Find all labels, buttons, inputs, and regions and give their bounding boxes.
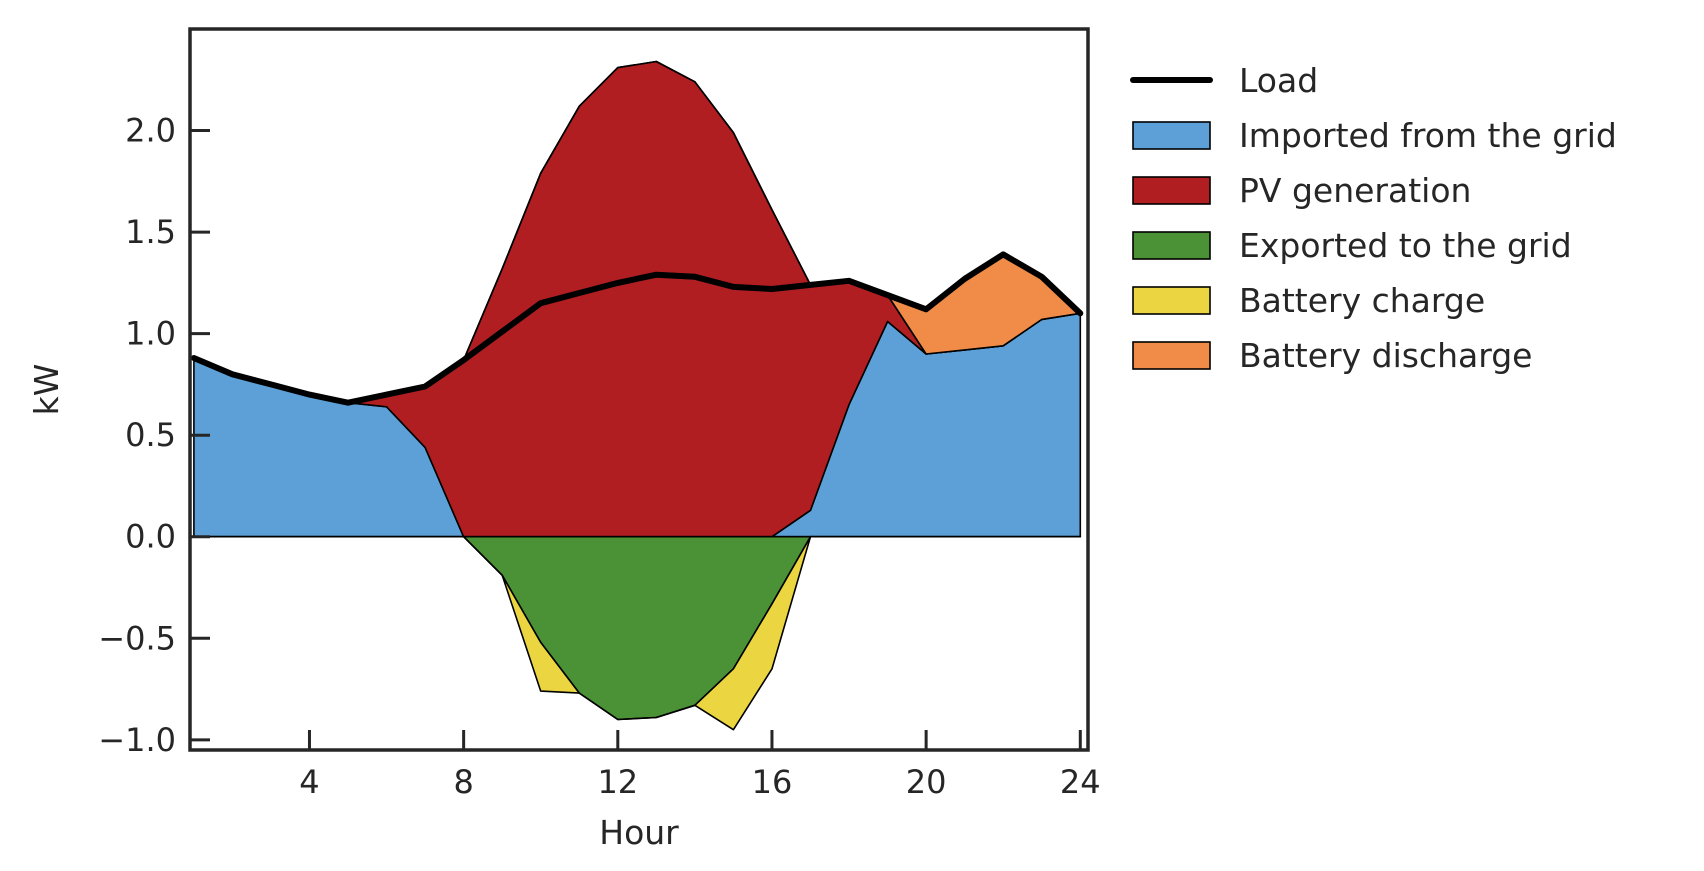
x-tick-label: 12 bbox=[597, 763, 638, 801]
legend: Load Imported from the grid PV generation E… bbox=[1130, 61, 1617, 375]
legend-swatch-imported-from-the-grid bbox=[1132, 121, 1211, 150]
area-layer bbox=[193, 60, 1082, 731]
x-tick-label: 24 bbox=[1060, 763, 1101, 801]
y-tick-label: 0.5 bbox=[125, 416, 176, 454]
x-tick-label: 20 bbox=[906, 763, 947, 801]
x-tick-label: 16 bbox=[752, 763, 793, 801]
y-tick-label: 1.0 bbox=[125, 315, 176, 353]
area-battery-charge bbox=[193, 535, 1082, 731]
x-tick-label: 4 bbox=[299, 763, 319, 801]
legend-label-pv-generation: PV generation bbox=[1239, 171, 1471, 210]
load-line bbox=[190, 251, 1084, 406]
legend-label-battery-discharge: Battery discharge bbox=[1239, 336, 1532, 375]
legend-label-imported-from-the-grid: Imported from the grid bbox=[1239, 116, 1617, 155]
y-tick-label: 2.0 bbox=[125, 112, 176, 150]
x-tick-label: 8 bbox=[453, 763, 473, 801]
legend-swatch-battery-charge bbox=[1132, 286, 1211, 315]
legend-label-exported-to-the-grid: Exported to the grid bbox=[1239, 226, 1572, 265]
legend-swatch-battery-discharge bbox=[1132, 341, 1211, 370]
legend-swatch-exported-to-the-grid bbox=[1132, 231, 1211, 260]
y-axis: −1.0 −0.5 0.0 0.5 1.0 1.5 2.0 bbox=[98, 112, 210, 759]
legend-label-battery-charge: Battery charge bbox=[1239, 281, 1485, 320]
y-tick-label: −0.5 bbox=[98, 619, 176, 657]
x-axis: 4 8 12 16 20 24 bbox=[299, 730, 1101, 801]
y-axis-title: kW bbox=[27, 364, 66, 416]
y-tick-label: 0.0 bbox=[125, 518, 176, 556]
legend-label-load: Load bbox=[1239, 61, 1318, 100]
x-axis-title: Hour bbox=[599, 813, 679, 852]
line-layer bbox=[190, 251, 1084, 406]
plot-frame bbox=[188, 27, 1090, 752]
y-tick-label: −1.0 bbox=[98, 721, 176, 759]
area-exported-to-the-grid bbox=[193, 535, 1082, 721]
legend-swatch-pv-generation bbox=[1132, 176, 1211, 205]
y-tick-label: 1.5 bbox=[125, 213, 176, 251]
